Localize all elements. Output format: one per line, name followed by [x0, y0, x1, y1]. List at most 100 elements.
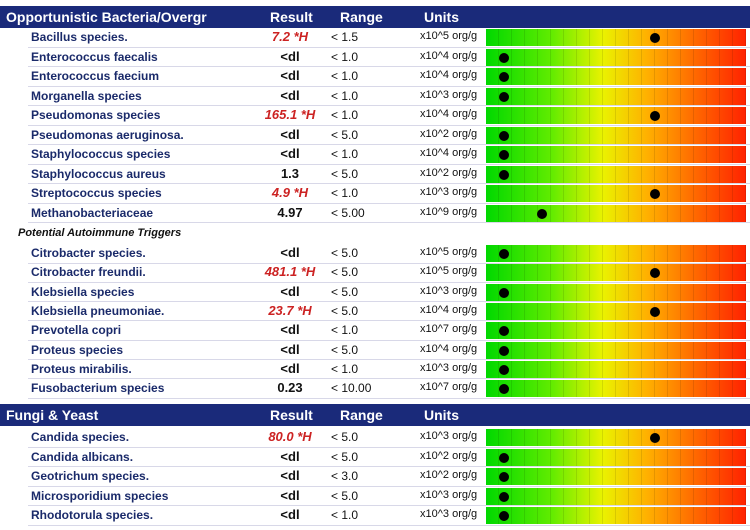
table-row: Geotrichum species. <dl < 3.0 x10^2 org/g — [0, 467, 750, 487]
reference-range: < 1.0 — [331, 186, 359, 200]
gauge-stripes — [486, 29, 746, 46]
organism-name: Geotrichum species. — [31, 469, 150, 483]
row-divider — [28, 505, 750, 506]
level-marker — [499, 287, 510, 298]
result-value: 23.7 *H — [268, 302, 312, 318]
table-row: Fusobacterium species 0.23 < 10.00 x10^7 or… — [0, 379, 750, 399]
table-row: Enterococcus faecalis <dl < 1.0 x10^4 org/g — [0, 48, 750, 67]
table-row: Klebsiella species <dl < 5.0 x10^3 org/g — [0, 283, 750, 303]
reference-range: < 5.0 — [331, 303, 359, 318]
level-marker — [650, 433, 660, 443]
level-gauge — [486, 380, 746, 398]
result-value: <dl — [280, 68, 300, 83]
organism-name: Candida albicans. — [31, 449, 134, 464]
level-gauge — [486, 448, 746, 466]
result-value: <dl — [280, 448, 300, 464]
level-marker — [499, 130, 510, 141]
level-gauge — [486, 165, 746, 183]
reference-range: < 1.5 — [331, 30, 359, 44]
gauge-stripes — [486, 185, 746, 202]
row-divider — [28, 163, 750, 165]
reference-range: < 5.0 — [331, 246, 359, 260]
gauge-stripes — [486, 448, 746, 466]
organism-name: Prevotella copri — [31, 323, 122, 338]
organism-name: Staphylococcus species — [31, 147, 171, 161]
table-row: Bacillus species. 7.2 *H < 1.5 x10^5 org/g — [0, 28, 750, 48]
reference-range: < 1.0 — [331, 108, 359, 122]
units-value: x10^3 org/g — [420, 508, 478, 520]
organism-name: Citrobacter freundii. — [31, 265, 146, 280]
table-row: Enterococcus faecium <dl < 1.0 x10^4 org/g — [0, 67, 750, 87]
reference-range: < 5.0 — [331, 449, 359, 464]
section-header: Opportunistic Bacteria/Overgr Result Range… — [0, 6, 750, 28]
reference-range: < 5.0 — [331, 166, 359, 181]
level-gauge — [486, 283, 746, 301]
level-marker — [499, 345, 510, 356]
gauge-stripes — [486, 165, 746, 183]
result-value: 165.1 *H — [264, 107, 316, 122]
level-gauge — [486, 507, 746, 524]
reference-range: < 1.0 — [331, 49, 359, 64]
section-title: Fungi & Yeast — [6, 407, 99, 423]
gauge-stripes — [486, 429, 746, 446]
row-divider — [28, 378, 750, 380]
row-divider — [28, 262, 750, 264]
units-value: x10^3 org/g — [420, 488, 478, 501]
level-gauge — [486, 29, 746, 46]
organism-name: Methanobacteriaceae — [31, 205, 154, 220]
units-value: x10^5 org/g — [420, 30, 478, 42]
organism-name: Klebsiella species — [31, 284, 135, 299]
reference-range: < 10.00 — [331, 381, 372, 396]
level-marker — [499, 249, 510, 259]
result-value: <dl — [280, 341, 300, 357]
units-value: x10^4 org/g — [420, 147, 478, 159]
reference-range: < 5.0 — [331, 430, 359, 444]
table-row: Pseudomonas species 165.1 *H < 1.0 x10^4 or… — [0, 106, 750, 126]
gauge-stripes — [486, 507, 746, 524]
row-divider — [28, 183, 750, 184]
row-divider — [28, 66, 750, 67]
level-gauge — [486, 68, 746, 85]
row-divider — [28, 485, 750, 487]
section-title: Opportunistic Bacteria/Overgr — [6, 9, 207, 25]
units-value: x10^7 org/g — [420, 381, 478, 394]
level-gauge — [486, 107, 746, 124]
gauge-stripes — [486, 48, 746, 66]
table-row: Pseudomonas aeruginosa. <dl < 5.0 x10^2 org… — [0, 126, 750, 145]
organism-name: Bacillus species. — [31, 30, 128, 44]
level-gauge — [486, 245, 746, 262]
reference-range: < 1.0 — [331, 508, 359, 522]
level-marker — [499, 91, 510, 102]
result-value: <dl — [280, 487, 300, 503]
level-marker — [650, 111, 660, 121]
level-marker — [499, 52, 510, 63]
units-value: x10^3 org/g — [420, 284, 478, 297]
units-value: x10^4 org/g — [420, 303, 478, 316]
row-divider — [28, 281, 750, 283]
result-value: <dl — [280, 126, 300, 142]
result-value: <dl — [280, 468, 300, 483]
table-row: Candida species. 80.0 *H < 5.0 x10^3 org/g — [0, 428, 750, 448]
units-value: x10^5 org/g — [420, 265, 478, 278]
table-row: Microsporidium species <dl < 5.0 x10^3 org/… — [0, 487, 750, 506]
level-marker — [499, 150, 510, 160]
level-gauge — [486, 468, 746, 485]
level-marker — [499, 452, 510, 463]
table-row: Citrobacter freundii. 481.1 *H < 5.0 x10^5 … — [0, 263, 750, 283]
reference-range: < 5.0 — [331, 284, 359, 299]
organism-name: Pseudomonas aeruginosa. — [31, 127, 184, 142]
level-marker — [499, 472, 510, 482]
row-divider — [28, 320, 750, 322]
result-value: 0.23 — [277, 380, 303, 396]
gauge-stripes — [486, 87, 746, 105]
level-marker — [499, 169, 510, 180]
row-divider — [28, 446, 750, 448]
units-value: x10^3 org/g — [420, 430, 478, 442]
row-divider — [28, 202, 750, 204]
units-value: x10^4 org/g — [420, 342, 478, 355]
organism-name: Enterococcus faecalis — [31, 49, 158, 64]
level-marker — [499, 326, 510, 337]
result-column-header: Result — [270, 407, 313, 423]
result-value: <dl — [280, 322, 300, 338]
row-divider — [28, 85, 750, 87]
